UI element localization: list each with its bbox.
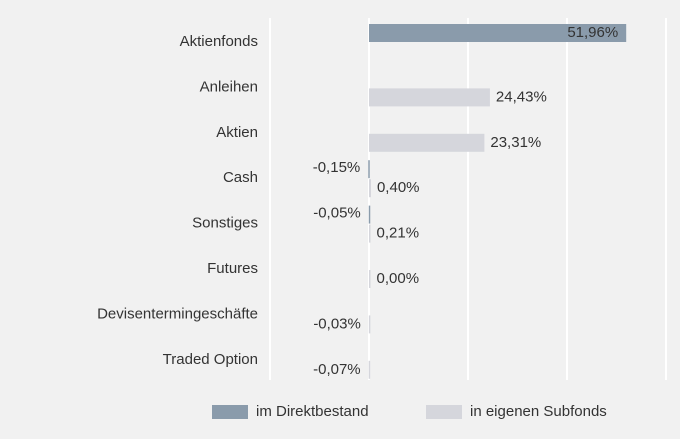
bar <box>369 24 627 42</box>
value-label: 23,31% <box>490 134 541 151</box>
value-label: 51,96% <box>567 24 618 41</box>
value-label: 0,40% <box>377 179 420 196</box>
legend-label: im Direktbestand <box>256 403 369 420</box>
bar <box>368 160 370 179</box>
legend-swatch <box>426 405 462 419</box>
legend-label: in eigenen Subfonds <box>470 403 607 420</box>
value-label: -0,05% <box>313 205 361 222</box>
value-label: -0,03% <box>313 315 361 332</box>
value-label: -0,15% <box>313 159 361 176</box>
bar <box>368 315 371 334</box>
bar <box>368 360 371 379</box>
category-label: Futures <box>207 260 258 277</box>
value-label: 0,00% <box>377 270 420 287</box>
bar <box>369 133 485 152</box>
category-label: Devisentermingeschäfte <box>97 305 258 322</box>
category-label: Anleihen <box>200 78 258 95</box>
bar <box>368 205 371 224</box>
legend-swatch <box>212 405 248 419</box>
bar <box>369 224 371 243</box>
value-label: -0,07% <box>313 361 361 378</box>
category-label: Traded Option <box>163 351 258 368</box>
bar <box>369 179 371 198</box>
category-label: Aktien <box>216 124 258 141</box>
value-label: 24,43% <box>496 88 547 105</box>
category-label: Sonstiges <box>192 215 258 232</box>
bar <box>369 270 371 288</box>
category-label: Cash <box>223 169 258 186</box>
bar <box>369 88 490 107</box>
value-label: 0,21% <box>377 225 420 242</box>
category-label: Aktienfonds <box>180 33 258 50</box>
